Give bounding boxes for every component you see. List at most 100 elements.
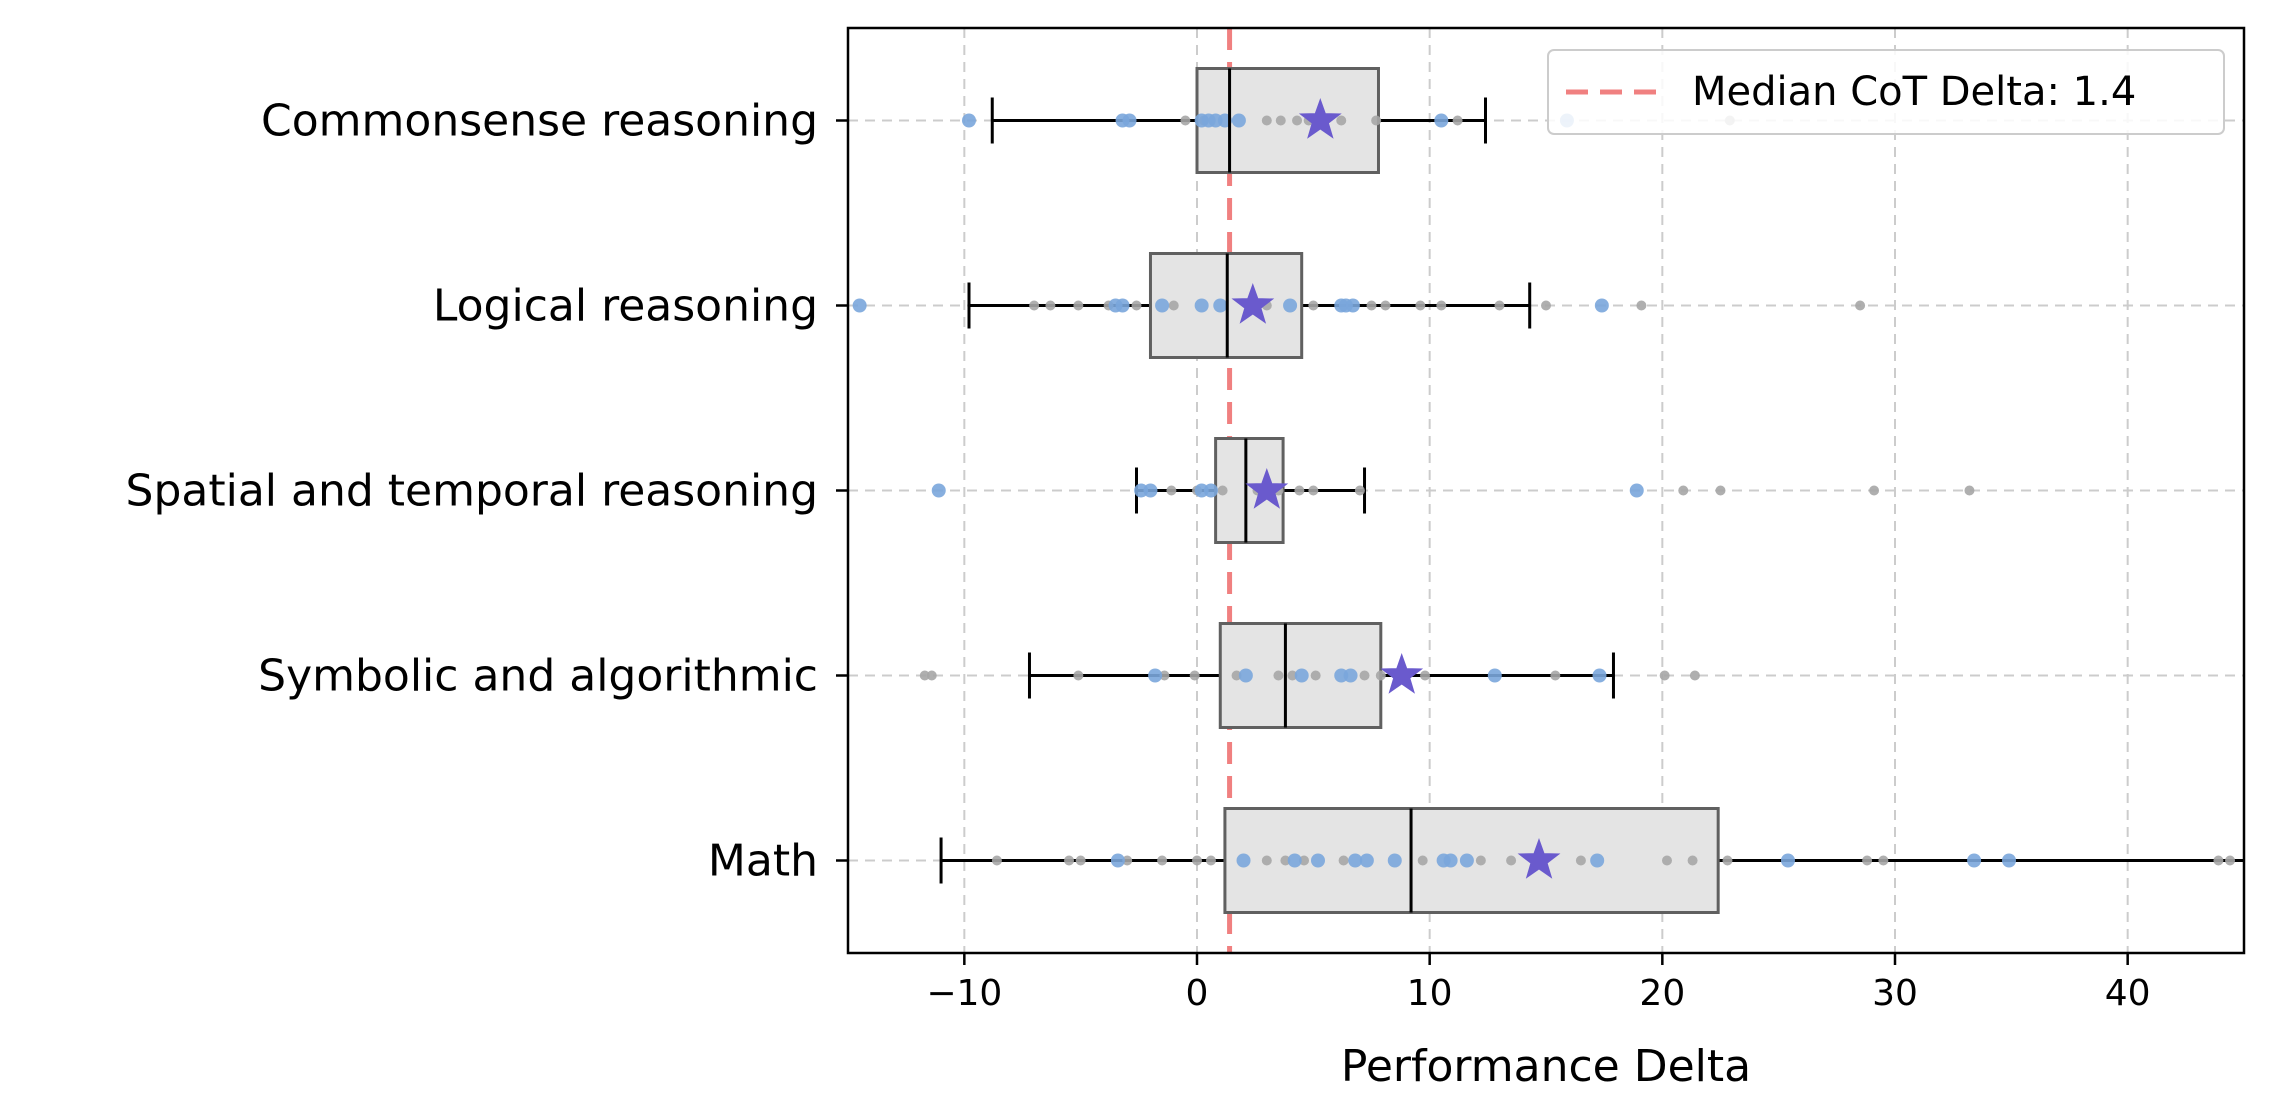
data-point-gray (1192, 855, 1202, 866)
data-point-gray (1371, 115, 1382, 126)
mean-star-marker (1380, 652, 1424, 694)
data-point-blue (1122, 113, 1137, 128)
data-point-blue (1213, 298, 1228, 313)
data-point-blue (2002, 853, 2017, 868)
data-point-gray (1205, 855, 1216, 866)
data-point-blue (1115, 298, 1130, 313)
data-point-gray (1420, 670, 1431, 681)
data-point-gray (1122, 855, 1133, 866)
data-point-gray (1878, 855, 1889, 866)
data-point-blue (1443, 853, 1458, 868)
data-point-blue (1238, 668, 1253, 683)
data-point-gray (1687, 855, 1698, 866)
data-point-blue (1231, 113, 1246, 128)
legend-box (1547, 49, 2225, 135)
category-label: Commonsense reasoning (261, 96, 818, 147)
data-point-blue (1236, 853, 1251, 868)
data-point-blue (1967, 853, 1982, 868)
data-point-gray (1299, 855, 1310, 866)
data-point-gray (1029, 300, 1040, 311)
x-tick-label: 20 (1639, 973, 1685, 1014)
data-point-gray (1715, 485, 1726, 496)
data-point-blue (1780, 853, 1795, 868)
data-point-gray (1064, 855, 1075, 866)
data-point-gray (1280, 855, 1291, 866)
data-point-gray (1661, 855, 1672, 866)
data-point-gray (1180, 115, 1191, 126)
data-point-gray (1354, 485, 1365, 496)
data-point-gray (1636, 300, 1647, 311)
data-point-blue (852, 298, 867, 313)
data-point-gray (1855, 300, 1866, 311)
x-tick-label: 0 (1186, 973, 1209, 1014)
data-point-gray (1494, 300, 1505, 311)
data-point-gray (991, 855, 1002, 866)
data-point-gray (1475, 855, 1486, 866)
data-point-gray (1550, 670, 1561, 681)
data-point-gray (1338, 855, 1349, 866)
data-point-gray (1131, 300, 1142, 311)
data-point-gray (1308, 300, 1319, 311)
data-point-blue (1387, 853, 1402, 868)
data-point-gray (1159, 670, 1170, 681)
data-point-gray (2213, 855, 2224, 866)
data-point-blue (1203, 483, 1218, 498)
data-point-gray (1415, 300, 1426, 311)
data-point-blue (1110, 853, 1125, 868)
data-point-blue (1287, 853, 1302, 868)
mean-star-marker (1231, 283, 1275, 324)
data-point-blue (1283, 298, 1298, 313)
data-point-gray (1417, 855, 1428, 866)
data-point-gray (1452, 115, 1463, 126)
category-box-group (919, 622, 1700, 729)
data-point-gray (1375, 670, 1386, 681)
data-point-gray (1189, 670, 1200, 681)
data-point-gray (1359, 670, 1370, 681)
data-point-blue (1629, 483, 1644, 498)
category-label: Logical reasoning (433, 281, 818, 332)
data-point-blue (1592, 668, 1607, 683)
data-point-blue (1345, 298, 1360, 313)
data-point-gray (1862, 855, 1873, 866)
data-point-blue (1194, 298, 1209, 313)
data-point-gray (1722, 855, 1733, 866)
data-point-gray (1166, 485, 1177, 496)
mean-star-marker (1298, 98, 1342, 139)
data-point-gray (1168, 300, 1179, 311)
data-point-gray (1075, 855, 1086, 866)
data-point-gray (1541, 300, 1551, 311)
data-point-gray (1073, 670, 1084, 681)
data-point-gray (1336, 115, 1347, 126)
legend: Median CoT Delta: 1.4 (1547, 49, 2225, 135)
data-point-gray (1261, 115, 1272, 126)
data-point-gray (1436, 300, 1447, 311)
data-point-gray (1689, 670, 1700, 681)
data-point-gray (1964, 485, 1975, 496)
data-point-blue (1143, 483, 1158, 498)
data-point-blue (1459, 853, 1474, 868)
x-tick-label: 30 (1872, 973, 1918, 1014)
data-point-gray (1292, 115, 1303, 126)
data-point-gray (919, 670, 930, 681)
data-point-blue (1343, 668, 1358, 683)
x-tick-label: 10 (1407, 973, 1453, 1014)
data-point-blue (1594, 298, 1609, 313)
axes-layer: −10 0 10 20 30 40 Commonsense reasoning Logical… (126, 96, 2151, 1015)
category-box-group (931, 437, 1975, 544)
x-axis-title: Performance Delta (1341, 1041, 1751, 1092)
data-point-gray (1231, 670, 1242, 681)
data-point-gray (1073, 300, 1084, 311)
data-point-gray (1217, 485, 1228, 496)
data-point-gray (1366, 300, 1377, 311)
box-plot-layer (852, 67, 2244, 914)
x-tick-label: 40 (2105, 973, 2151, 1014)
data-point-gray (1575, 855, 1586, 866)
mean-star-marker (1245, 468, 1289, 509)
data-point-blue (1155, 298, 1170, 313)
data-point-blue (1487, 668, 1502, 683)
data-point-blue (1348, 853, 1363, 868)
data-point-gray (1157, 855, 1168, 866)
category-label: Symbolic and algorithmic (258, 651, 818, 702)
data-point-gray (1659, 670, 1670, 681)
